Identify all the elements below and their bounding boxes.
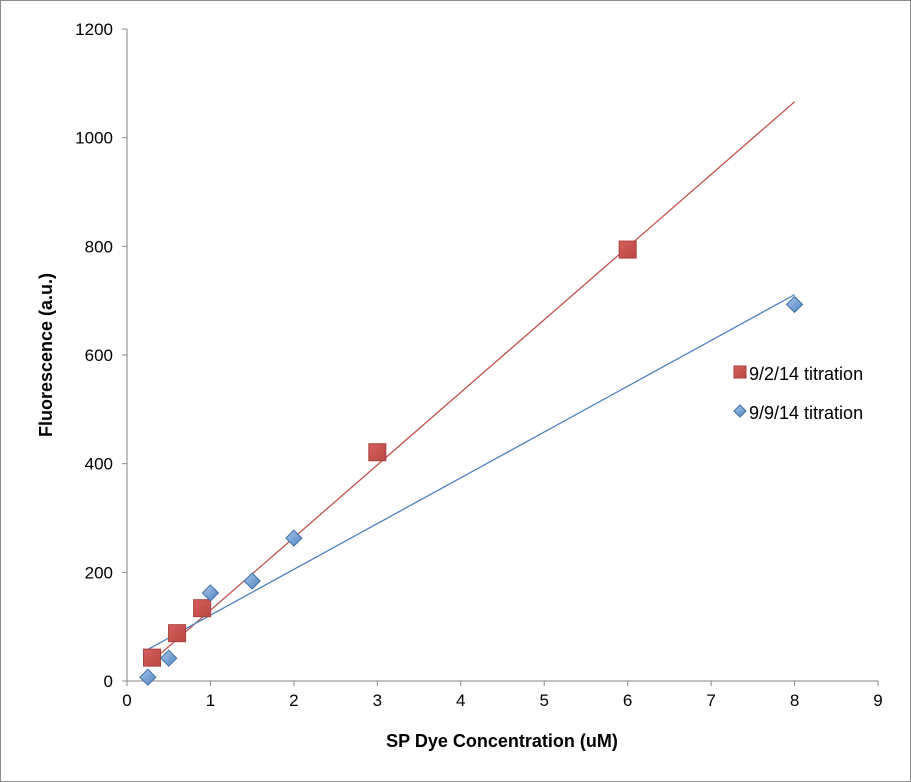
x-tick-label: 4: [456, 691, 465, 710]
data-points: [139, 240, 804, 686]
data-point-series-1: [618, 240, 637, 259]
y-tick-label: 1000: [75, 129, 113, 148]
tick-labels: 0 1 2 3 4 5 6 7 8 9 0 200 400 600 800 1000 1200: [75, 20, 883, 710]
legend-marker-diamond: [733, 404, 747, 418]
x-tick-label: 7: [706, 691, 715, 710]
y-tick-label: 800: [85, 237, 113, 256]
y-axis-title: Fluorescence (a.u.): [36, 273, 56, 437]
y-tick-label: 0: [104, 672, 113, 691]
data-point-series-2: [785, 295, 804, 314]
axes: [122, 28, 879, 686]
x-tick-label: 8: [790, 691, 799, 710]
x-tick-label: 5: [539, 691, 548, 710]
x-axis-title: SP Dye Concentration (uM): [386, 731, 618, 751]
data-point-series-2: [201, 584, 220, 602]
trendline-series-1: [147, 101, 795, 666]
y-tick-label: 200: [85, 563, 113, 582]
data-point-series-2: [139, 668, 157, 686]
legend-marker-square: [733, 365, 747, 379]
data-point-series-1: [143, 648, 162, 667]
data-point-series-2: [160, 649, 178, 667]
x-tick-label: 6: [623, 691, 632, 710]
data-point-series-2: [285, 529, 303, 547]
x-tick-label: 9: [873, 691, 882, 710]
trendline-series-2: [147, 294, 795, 651]
x-tick-label: 1: [206, 691, 215, 710]
y-tick-label: 1200: [75, 20, 113, 39]
y-tick-label: 400: [85, 455, 113, 474]
x-tick-label: 0: [122, 691, 131, 710]
data-point-series-2: [243, 572, 261, 590]
x-tick-label: 2: [289, 691, 298, 710]
data-point-series-1: [368, 443, 387, 462]
data-point-series-1: [193, 599, 212, 618]
trendlines: [147, 101, 795, 666]
data-point-series-1: [168, 624, 187, 643]
legend-label-series-2: 9/9/14 titration: [749, 403, 863, 423]
x-tick-label: 3: [373, 691, 382, 710]
legend: 9/2/14 titration 9/9/14 titration: [733, 364, 863, 423]
y-tick-label: 600: [85, 346, 113, 365]
legend-label-series-1: 9/2/14 titration: [749, 364, 863, 384]
